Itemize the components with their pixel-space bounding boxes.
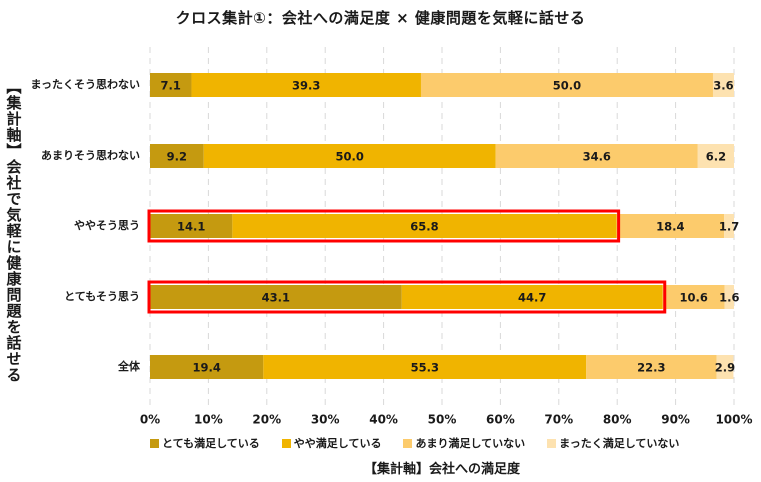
bar-segment (616, 214, 725, 238)
data-label: 2.9 (715, 361, 735, 375)
bar-segment (150, 73, 192, 97)
data-label: 55.3 (411, 361, 439, 375)
data-label: 7.1 (161, 79, 181, 93)
bar-segment (191, 73, 421, 97)
bar-segment (586, 355, 717, 379)
x-tick-label: 70% (544, 413, 573, 427)
category-label: まったくそう思わない (30, 78, 140, 91)
bar-segment (712, 73, 734, 97)
category-label: 全体 (117, 359, 141, 373)
bar-segment (263, 355, 587, 379)
legend-item: あまり満足していない (403, 435, 525, 451)
data-label: 43.1 (262, 291, 290, 305)
data-label: 14.1 (177, 220, 205, 234)
category-label: あまりそう思わない (41, 149, 140, 162)
x-tick-label: 10% (194, 413, 223, 427)
bar-segment (662, 285, 725, 309)
data-label: 18.4 (656, 220, 684, 234)
x-tick-label: 100% (715, 413, 752, 427)
data-label: 10.6 (680, 291, 708, 305)
bar-segment (697, 144, 734, 168)
data-label: 22.3 (637, 361, 665, 375)
data-label: 34.6 (583, 150, 611, 164)
highlight-box (147, 280, 667, 314)
legend-item: やや満足している (281, 435, 382, 451)
legend-label: あまり満足していない (415, 437, 526, 450)
legend-swatch (281, 438, 291, 448)
legend-label: まったく満足していない (559, 437, 680, 450)
bar-segment (420, 73, 713, 97)
highlight-box (147, 209, 621, 243)
bar-segment (724, 214, 734, 238)
bar-segment (150, 355, 264, 379)
data-label: 9.2 (167, 150, 187, 164)
legend-label: やや満足している (293, 437, 382, 450)
x-tick-label: 80% (603, 413, 632, 427)
category-label: ややそう思う (74, 219, 140, 232)
data-label: 65.8 (410, 220, 438, 234)
legend-label: とても満足している (162, 437, 260, 450)
bar-segment (150, 285, 402, 309)
x-axis-title: 【集計軸】会社への満足度 (363, 462, 520, 477)
bar-segment (401, 285, 663, 309)
x-tick-label: 60% (486, 413, 515, 427)
bar-segment (232, 214, 617, 238)
data-label: 19.4 (192, 361, 220, 375)
x-tick-label: 50% (428, 413, 457, 427)
bar-segment (150, 144, 204, 168)
bar-segment (716, 355, 734, 379)
y-axis-title: 【集計軸】会社で気軽に健康問題を話せる (4, 78, 23, 383)
chart-legend: とても満足している やや満足している あまり満足していない まったく満足していない (150, 434, 750, 452)
legend-item: とても満足している (150, 435, 260, 451)
bar-segment (495, 144, 698, 168)
legend-swatch (403, 438, 413, 448)
category-label: とてもそう思う (64, 290, 140, 303)
data-label: 1.6 (719, 291, 739, 305)
legend-item: まったく満足していない (547, 435, 679, 451)
data-label: 1.7 (719, 220, 739, 234)
bar-segment (724, 285, 734, 309)
data-label: 50.0 (336, 150, 364, 164)
legend-swatch (547, 438, 557, 448)
data-label: 6.2 (706, 150, 726, 164)
x-tick-label: 30% (311, 413, 340, 427)
bar-segment (150, 214, 233, 238)
bar-segment (203, 144, 496, 168)
data-label: 44.7 (518, 291, 546, 305)
x-tick-label: 20% (252, 413, 281, 427)
data-label: 39.3 (292, 79, 320, 93)
data-label: 50.0 (553, 79, 581, 93)
x-tick-label: 0% (140, 413, 160, 427)
x-tick-label: 40% (369, 413, 398, 427)
legend-swatch (150, 438, 159, 448)
data-label: 3.6 (713, 79, 733, 93)
chart-title: クロス集計①：会社への満足度 × 健康問題を気軽に話せる (175, 9, 586, 27)
x-tick-label: 90% (661, 413, 690, 427)
